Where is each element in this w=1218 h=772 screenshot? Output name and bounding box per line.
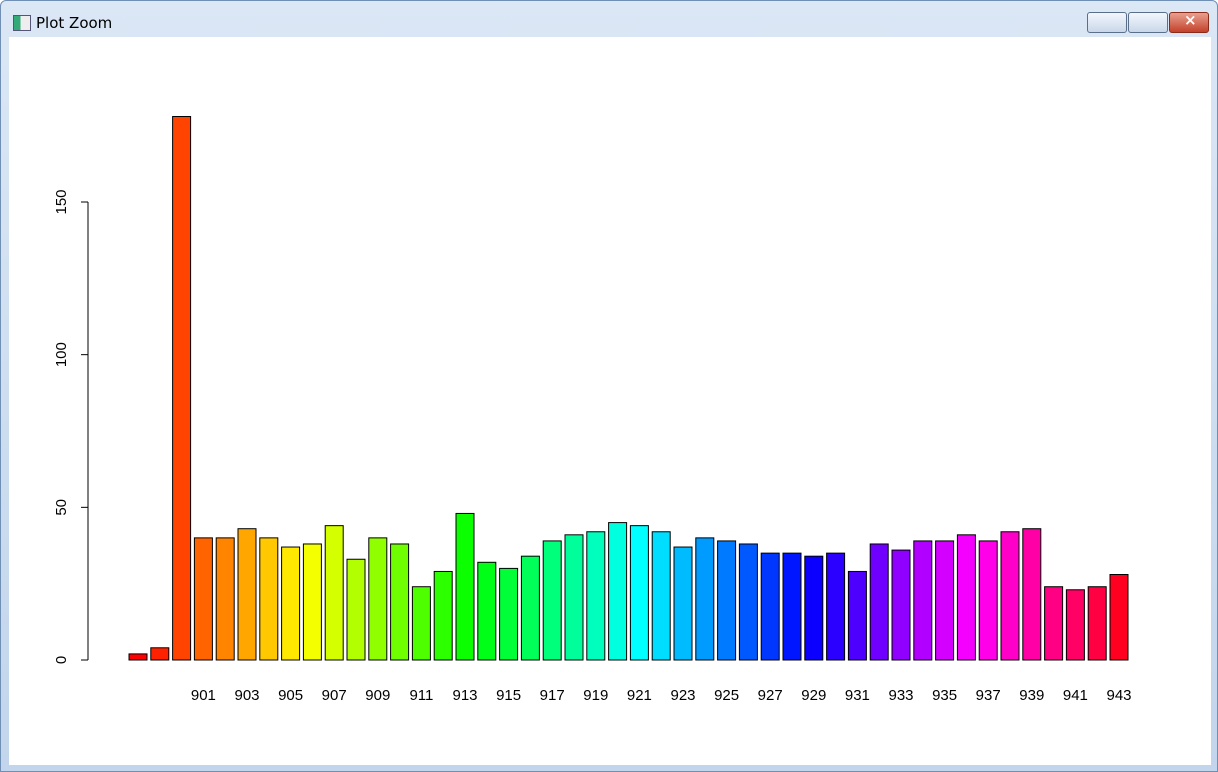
bar — [760, 552, 780, 661]
maximize-button[interactable] — [1128, 12, 1168, 33]
x-tick-label: 915 — [496, 687, 521, 704]
bar — [1087, 586, 1107, 661]
bar — [346, 558, 366, 661]
bar — [302, 543, 322, 661]
bar — [237, 528, 257, 661]
bar — [128, 653, 148, 661]
x-tick-label: 905 — [278, 687, 303, 704]
bar — [738, 543, 758, 661]
x-tick-label: 919 — [583, 687, 608, 704]
bar — [978, 540, 998, 661]
plot-area: 0 50 100 150 901 903 905 907 909 911 913 915 917 919 9… — [9, 37, 1211, 765]
x-tick-label: 901 — [191, 687, 216, 704]
x-tick-label: 925 — [714, 687, 739, 704]
bar — [368, 537, 388, 661]
y-tick-label: 150 — [53, 189, 70, 214]
bar — [455, 512, 475, 661]
bar — [1044, 586, 1064, 661]
bar — [695, 537, 715, 661]
x-tick-label: 939 — [1019, 687, 1044, 704]
bar — [390, 543, 410, 661]
bar — [913, 540, 933, 661]
x-tick-label: 933 — [888, 687, 913, 704]
x-tick-label: 909 — [365, 687, 390, 704]
x-tick-label: 921 — [627, 687, 652, 704]
bar — [150, 647, 170, 661]
bar — [935, 540, 955, 661]
x-tick-label: 935 — [932, 687, 957, 704]
x-tick-label: 927 — [758, 687, 783, 704]
bar — [172, 116, 192, 661]
close-button[interactable]: × — [1169, 11, 1209, 33]
y-tick-label: 50 — [53, 499, 70, 516]
x-tick-label: 943 — [1106, 687, 1131, 704]
bar — [1022, 528, 1042, 661]
bar — [826, 552, 846, 661]
x-tick-label: 913 — [452, 687, 477, 704]
bar — [586, 531, 606, 661]
x-tick-label: 929 — [801, 687, 826, 704]
bar — [215, 537, 235, 661]
bar — [499, 567, 519, 661]
y-tick-label: 0 — [53, 656, 70, 664]
bar — [869, 543, 889, 661]
bar — [1000, 531, 1020, 661]
bar — [542, 540, 562, 661]
bar — [193, 537, 213, 661]
x-tick-label: 911 — [409, 687, 433, 704]
bar — [477, 561, 497, 661]
x-tick-label: 941 — [1063, 687, 1088, 704]
y-tick-label: 100 — [53, 342, 70, 367]
bar — [891, 549, 911, 661]
bar — [629, 525, 649, 661]
minimize-button[interactable] — [1087, 12, 1127, 33]
bar — [608, 522, 628, 661]
bar — [1109, 574, 1129, 661]
x-tick-label: 937 — [976, 687, 1001, 704]
bar — [956, 534, 976, 661]
title-bar: Plot Zoom × — [1, 1, 1217, 37]
bar — [717, 540, 737, 661]
bar — [324, 525, 344, 661]
x-tick-label: 907 — [322, 687, 347, 704]
bar — [564, 534, 584, 661]
x-tick-label: 903 — [234, 687, 259, 704]
bar — [1065, 589, 1085, 661]
bar — [411, 586, 431, 661]
bar — [847, 570, 867, 661]
bar — [281, 546, 301, 661]
bar — [651, 531, 671, 661]
bar — [259, 537, 279, 661]
window-title: Plot Zoom — [36, 14, 113, 32]
x-tick-label: 917 — [540, 687, 565, 704]
x-tick-label: 931 — [845, 687, 870, 704]
bar — [782, 552, 802, 661]
window-icon — [13, 15, 31, 31]
bar — [673, 546, 693, 661]
chart: 0 50 100 150 901 903 905 907 909 911 913 915 917 919 9… — [53, 116, 1132, 704]
bar — [804, 555, 824, 661]
bar — [520, 555, 540, 661]
bar — [433, 570, 453, 661]
x-tick-label: 923 — [670, 687, 695, 704]
